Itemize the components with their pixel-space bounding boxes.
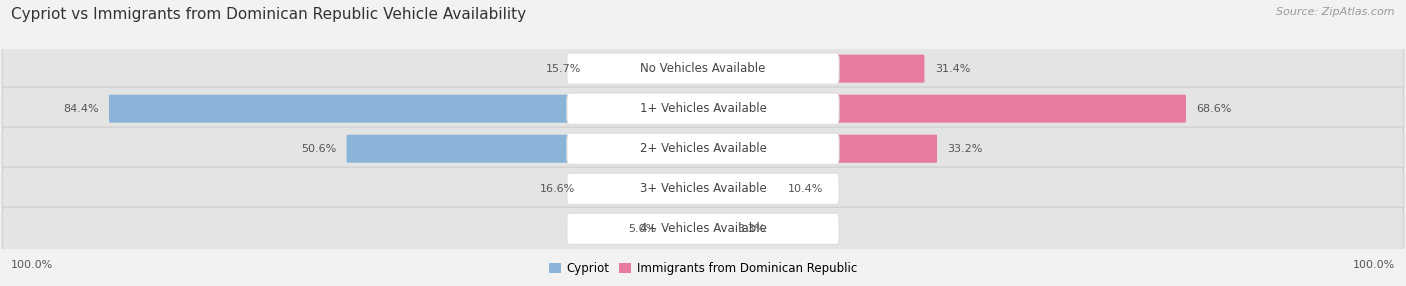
FancyBboxPatch shape [567, 93, 839, 124]
FancyBboxPatch shape [703, 135, 938, 163]
Text: 33.2%: 33.2% [948, 144, 983, 154]
FancyBboxPatch shape [668, 215, 704, 243]
Text: 5.0%: 5.0% [628, 224, 657, 234]
FancyBboxPatch shape [3, 87, 1403, 130]
Text: 84.4%: 84.4% [63, 104, 98, 114]
FancyBboxPatch shape [347, 135, 704, 163]
FancyBboxPatch shape [703, 175, 778, 203]
Legend: Cypriot, Immigrants from Dominican Republic: Cypriot, Immigrants from Dominican Repub… [547, 259, 859, 277]
FancyBboxPatch shape [567, 173, 839, 204]
Text: 15.7%: 15.7% [546, 64, 582, 74]
Text: 100.0%: 100.0% [11, 260, 53, 270]
FancyBboxPatch shape [567, 213, 839, 245]
Text: 16.6%: 16.6% [540, 184, 575, 194]
FancyBboxPatch shape [108, 95, 704, 123]
Text: No Vehicles Available: No Vehicles Available [640, 62, 766, 75]
Text: 31.4%: 31.4% [935, 64, 970, 74]
FancyBboxPatch shape [592, 55, 704, 83]
Text: Source: ZipAtlas.com: Source: ZipAtlas.com [1277, 7, 1395, 17]
FancyBboxPatch shape [3, 47, 1403, 90]
FancyBboxPatch shape [3, 167, 1403, 210]
Text: 50.6%: 50.6% [301, 144, 336, 154]
FancyBboxPatch shape [3, 207, 1403, 251]
FancyBboxPatch shape [567, 53, 839, 84]
Text: 3.3%: 3.3% [738, 224, 766, 234]
Text: 1+ Vehicles Available: 1+ Vehicles Available [640, 102, 766, 115]
Text: 10.4%: 10.4% [787, 184, 823, 194]
Text: Cypriot vs Immigrants from Dominican Republic Vehicle Availability: Cypriot vs Immigrants from Dominican Rep… [11, 7, 526, 22]
Text: 68.6%: 68.6% [1197, 104, 1232, 114]
FancyBboxPatch shape [567, 133, 839, 164]
Text: 4+ Vehicles Available: 4+ Vehicles Available [640, 222, 766, 235]
FancyBboxPatch shape [586, 175, 704, 203]
FancyBboxPatch shape [703, 215, 727, 243]
Text: 3+ Vehicles Available: 3+ Vehicles Available [640, 182, 766, 195]
FancyBboxPatch shape [3, 127, 1403, 170]
FancyBboxPatch shape [703, 55, 925, 83]
Text: 100.0%: 100.0% [1353, 260, 1395, 270]
FancyBboxPatch shape [703, 95, 1187, 123]
Text: 2+ Vehicles Available: 2+ Vehicles Available [640, 142, 766, 155]
